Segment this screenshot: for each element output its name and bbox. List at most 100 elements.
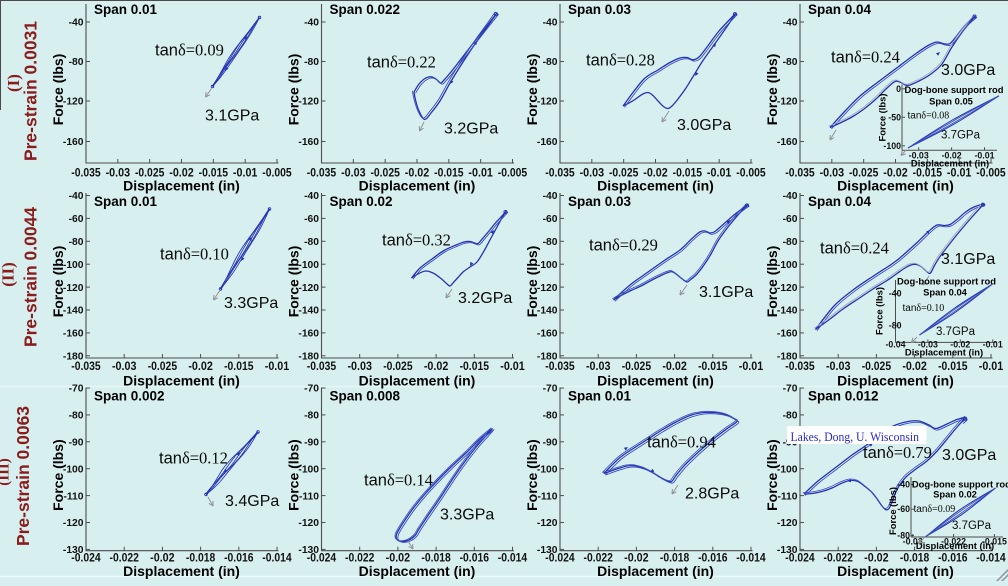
- svg-text:-50: -50: [888, 112, 901, 122]
- svg-text:-90: -90: [304, 438, 319, 449]
- svg-text:Span 0.01: Span 0.01: [94, 2, 158, 17]
- svg-text:Lakes, Dong, U. Wisconsin: Lakes, Dong, U. Wisconsin: [791, 430, 920, 444]
- svg-text:-80: -80: [783, 237, 798, 248]
- svg-text:-80: -80: [543, 237, 558, 248]
- svg-text:Force (lbs): Force (lbs): [524, 439, 540, 511]
- svg-text:3.7GPa: 3.7GPa: [941, 130, 981, 142]
- svg-text:Span 0.02: Span 0.02: [330, 194, 393, 209]
- svg-text:-120: -120: [63, 518, 84, 529]
- svg-text:3.3GPa: 3.3GPa: [224, 295, 278, 312]
- svg-text:tanδ=0.29: tanδ=0.29: [589, 236, 658, 255]
- svg-text:-40: -40: [304, 191, 319, 202]
- svg-text:Span 0.008: Span 0.008: [330, 389, 401, 404]
- svg-text:Span 0.02: Span 0.02: [933, 489, 977, 500]
- svg-text:3.1GPa: 3.1GPa: [205, 108, 259, 125]
- svg-text:Span 0.01: Span 0.01: [94, 194, 158, 209]
- svg-text:-120: -120: [537, 97, 558, 108]
- svg-text:Pre-strain 0.0063: Pre-strain 0.0063: [13, 406, 33, 546]
- svg-text:-0.01: -0.01: [500, 359, 525, 373]
- svg-text:Span 0.002: Span 0.002: [94, 389, 165, 404]
- svg-text:-0.025: -0.025: [862, 359, 892, 373]
- svg-text:-40: -40: [543, 191, 558, 202]
- svg-text:-0.024: -0.024: [307, 551, 337, 565]
- svg-text:Displacement (in): Displacement (in): [837, 178, 954, 194]
- svg-text:-0.035: -0.035: [307, 166, 337, 180]
- svg-text:-0.01: -0.01: [983, 340, 1003, 350]
- svg-text:-0.024: -0.024: [785, 551, 815, 565]
- svg-text:(III): (III): [0, 458, 13, 486]
- svg-text:-160: -160: [298, 329, 319, 340]
- svg-text:-0.024: -0.024: [71, 551, 101, 565]
- svg-text:-90: -90: [543, 438, 558, 449]
- svg-text:Span 0.05: Span 0.05: [929, 96, 973, 107]
- svg-text:Force (lbs): Force (lbs): [524, 246, 540, 318]
- svg-text:Displacement (in): Displacement (in): [123, 563, 240, 579]
- svg-text:-80: -80: [304, 57, 319, 68]
- svg-text:Displacement (in): Displacement (in): [911, 158, 989, 169]
- svg-text:Displacement (in): Displacement (in): [837, 373, 954, 389]
- svg-text:-0.02: -0.02: [902, 359, 927, 373]
- svg-text:-60: -60: [897, 504, 910, 514]
- svg-text:-0.015: -0.015: [460, 359, 490, 373]
- svg-text:-140: -140: [63, 306, 84, 317]
- svg-text:-100: -100: [777, 464, 798, 475]
- svg-text:-80: -80: [69, 237, 84, 248]
- svg-text:Force (lbs): Force (lbs): [286, 439, 302, 511]
- svg-text:-140: -140: [777, 306, 798, 317]
- svg-text:-0.035: -0.035: [545, 166, 575, 180]
- svg-text:-120: -120: [777, 518, 798, 529]
- svg-text:-100: -100: [298, 464, 319, 475]
- svg-text:-100: -100: [298, 260, 319, 271]
- svg-text:Force (lbs): Force (lbs): [524, 54, 540, 126]
- svg-text:Displacement (in): Displacement (in): [597, 178, 714, 194]
- svg-text:-120: -120: [63, 97, 84, 108]
- svg-text:Span 0.04: Span 0.04: [808, 2, 872, 17]
- svg-text:Force (lbs): Force (lbs): [50, 246, 66, 318]
- svg-text:Span 0.012: Span 0.012: [808, 389, 879, 404]
- svg-text:-0.035: -0.035: [545, 359, 575, 373]
- svg-text:-0.01: -0.01: [979, 359, 1004, 373]
- svg-text:-80: -80: [783, 57, 798, 68]
- svg-text:-160: -160: [63, 137, 84, 148]
- svg-text:-0.035: -0.035: [785, 359, 815, 373]
- svg-text:-40: -40: [783, 191, 798, 202]
- svg-text:Pre-strain 0.0044: Pre-strain 0.0044: [21, 207, 41, 347]
- svg-text:-0.015: -0.015: [698, 359, 728, 373]
- svg-text:-0.03: -0.03: [826, 359, 851, 373]
- svg-text:-120: -120: [63, 283, 84, 294]
- svg-text:3.1GPa: 3.1GPa: [941, 251, 995, 268]
- svg-text:-70: -70: [69, 384, 84, 395]
- svg-text:Force (lbs): Force (lbs): [764, 439, 780, 511]
- svg-text:-0.005: -0.005: [262, 166, 292, 180]
- svg-text:-60: -60: [69, 214, 84, 225]
- svg-text:Force (lbs): Force (lbs): [764, 54, 780, 126]
- svg-text:-100: -100: [777, 260, 798, 271]
- svg-text:Span 0.04: Span 0.04: [923, 287, 968, 298]
- svg-text:0: 0: [896, 84, 901, 94]
- svg-text:3.2GPa: 3.2GPa: [458, 290, 512, 307]
- svg-text:-100: -100: [63, 464, 84, 475]
- svg-text:-120: -120: [537, 518, 558, 529]
- svg-text:3.7GPa: 3.7GPa: [936, 326, 976, 338]
- svg-text:-0.025: -0.025: [622, 359, 652, 373]
- svg-text:Displacement (in): Displacement (in): [123, 373, 240, 389]
- svg-text:Span 0.03: Span 0.03: [568, 2, 632, 17]
- svg-text:-0.02: -0.02: [662, 359, 687, 373]
- svg-text:Dog-bone support rod: Dog-bone support rod: [897, 276, 996, 287]
- svg-text:-0.03: -0.03: [347, 359, 372, 373]
- svg-text:tanδ=0.09: tanδ=0.09: [155, 40, 224, 59]
- svg-text:-160: -160: [777, 329, 798, 340]
- svg-text:-70: -70: [783, 384, 798, 395]
- svg-text:-0.03: -0.03: [112, 359, 137, 373]
- svg-text:3.7GPa: 3.7GPa: [952, 520, 992, 532]
- svg-text:-60: -60: [304, 214, 319, 225]
- svg-text:-0.035: -0.035: [307, 359, 337, 373]
- svg-text:tanδ=0.24: tanδ=0.24: [820, 239, 889, 258]
- svg-text:Dog-bone support rod: Dog-bone support rod: [905, 84, 1004, 95]
- svg-text:-70: -70: [543, 384, 558, 395]
- svg-text:tanδ=0.28: tanδ=0.28: [586, 50, 655, 69]
- svg-text:Displacement (in): Displacement (in): [359, 178, 476, 194]
- svg-text:-40: -40: [69, 191, 84, 202]
- svg-text:-120: -120: [298, 283, 319, 294]
- svg-text:-0.024: -0.024: [545, 551, 575, 565]
